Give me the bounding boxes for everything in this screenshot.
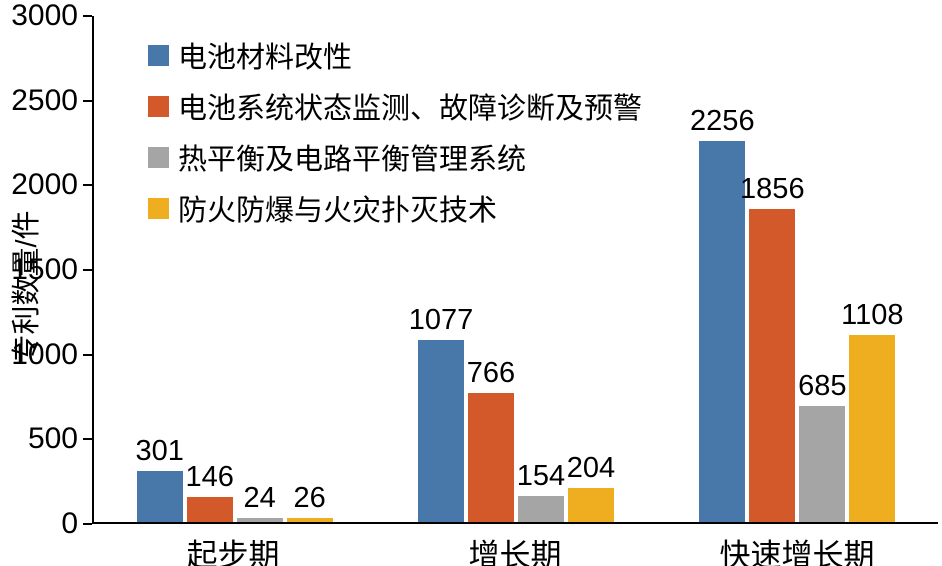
- bar-value-label: 1108: [841, 299, 904, 331]
- bar: 146: [185, 461, 234, 522]
- bar-value-label: 26: [293, 482, 326, 514]
- bar-value-label: 146: [185, 461, 234, 493]
- legend-label: 热平衡及电路平衡管理系统: [178, 144, 527, 176]
- bar: 24: [236, 482, 283, 522]
- legend-item: 电池材料改性: [148, 34, 642, 76]
- y-tick-label: 1000: [11, 337, 78, 371]
- legend-swatch: [148, 146, 169, 168]
- bar-group: 2256 1856 685 1108: [690, 105, 904, 522]
- bar-value-label: 204: [566, 452, 616, 484]
- bar: 685: [798, 370, 847, 522]
- bar: 26: [286, 482, 333, 522]
- y-tick-mark: [83, 523, 92, 525]
- bar: 1108: [841, 299, 904, 522]
- x-axis-category-label: 快速增长期: [719, 538, 875, 566]
- x-axis-labels: 起步期 增长期 快速增长期: [92, 530, 938, 566]
- legend-item: 防火防爆与火灾扑灭技术: [148, 187, 642, 229]
- legend-swatch: [148, 44, 169, 66]
- legend-label: 电池系统状态监测、故障诊断及预警: [178, 93, 643, 125]
- bar-value-label: 24: [243, 482, 276, 514]
- bar-value-label: 1077: [408, 304, 474, 336]
- bar-value-label: 1856: [740, 173, 805, 205]
- bar-group: 1077 766 154 204: [409, 304, 615, 522]
- legend-swatch: [148, 95, 169, 117]
- bar-value-label: 301: [135, 435, 184, 467]
- y-tick-mark: [83, 184, 92, 187]
- bar: 766: [467, 357, 515, 522]
- y-tick-mark: [83, 353, 92, 356]
- y-tick-mark: [83, 269, 92, 271]
- bar: 2256: [690, 105, 755, 522]
- legend-item: 电池系统状态监测、故障诊断及预警: [148, 85, 642, 127]
- bar: 154: [517, 460, 565, 522]
- legend-swatch: [148, 197, 169, 219]
- y-tick-label: 2500: [11, 83, 78, 117]
- legend-label: 防火防爆与火灾扑灭技术: [178, 195, 498, 227]
- x-axis-category-label: 起步期: [186, 538, 280, 566]
- bar-group: 301 146 24 26: [135, 435, 333, 522]
- bar-value-label: 766: [466, 357, 516, 389]
- bar: 301: [135, 435, 184, 522]
- bar-groups: 301 146 24 26 1077 766 154 204 2256 1856 685 1108: [94, 16, 938, 522]
- legend: 电池材料改性电池系统状态监测、故障诊断及预警 热平衡及电路平衡管理系统 防火防爆与火…: [148, 34, 642, 229]
- plot-area: 电池材料改性电池系统状态监测、故障诊断及预警 热平衡及电路平衡管理系统 防火防爆与火…: [92, 16, 938, 524]
- bar: 204: [567, 452, 615, 522]
- y-tick-label: 1500: [11, 253, 78, 286]
- y-tick-mark: [83, 438, 92, 441]
- legend-label: 电池材料改性: [178, 42, 353, 74]
- bar-value-label: 2256: [690, 105, 755, 137]
- y-tick-mark: [83, 15, 92, 17]
- bar-value-label: 685: [798, 370, 847, 402]
- y-tick-label: 0: [61, 507, 78, 540]
- y-tick-label: 3000: [11, 0, 78, 32]
- bar: 1856: [740, 173, 805, 522]
- legend-item: 热平衡及电路平衡管理系统: [148, 136, 642, 178]
- bar: 1077: [409, 304, 473, 522]
- y-tick-label: 500: [27, 422, 78, 456]
- y-tick-mark: [83, 99, 92, 102]
- bar-value-label: 154: [516, 460, 566, 492]
- x-axis-category-label: 增长期: [468, 538, 562, 566]
- y-tick-label: 2000: [11, 168, 78, 202]
